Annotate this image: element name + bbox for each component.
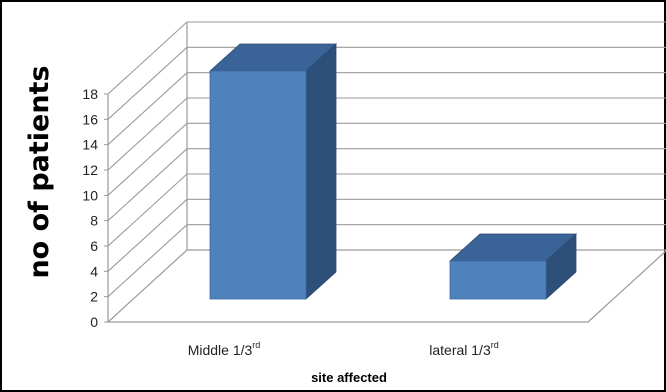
bars: [208, 43, 578, 300]
y-tick-label: 12: [82, 162, 98, 178]
y-tick-label: 18: [82, 86, 98, 102]
gridline-depth: [107, 148, 188, 222]
bar-side: [305, 43, 337, 300]
bar-1: [208, 43, 338, 300]
gridline-depth: [107, 72, 188, 146]
y-tick-label: 8: [90, 213, 98, 229]
x-tick-label: lateral 1/3rd: [429, 340, 499, 358]
gridline-depth: [107, 198, 188, 272]
x-axis-label: site affected: [311, 370, 387, 385]
y-tick-label: 0: [90, 314, 98, 330]
y-tick-label: 6: [90, 238, 98, 254]
y-tick-label: 2: [90, 289, 98, 305]
y-tick-label: 16: [82, 111, 98, 127]
gridline-depth: [107, 97, 188, 171]
gridline-depth: [107, 224, 188, 298]
gridline-depth: [107, 21, 188, 95]
bar-2: [448, 233, 578, 300]
y-axis-label: no of patients: [24, 65, 55, 278]
x-tick-label: Middle 1/3rd: [188, 340, 261, 358]
bar-front: [449, 260, 547, 300]
x-tick-labels: Middle 1/3rd lateral 1/3rd: [188, 340, 499, 358]
y-tick-label: 4: [90, 263, 98, 279]
bar-front: [209, 70, 307, 300]
chart-floor: [106, 249, 666, 323]
y-tick-label: 10: [82, 187, 98, 203]
gridline-depth: [107, 46, 188, 120]
y-tick-labels: 0 2 4 6 8 10 12 14 16 18: [82, 86, 98, 330]
y-tick-label: 14: [82, 137, 98, 153]
gridline-depth: [107, 122, 188, 196]
gridline-depth: [107, 173, 188, 247]
